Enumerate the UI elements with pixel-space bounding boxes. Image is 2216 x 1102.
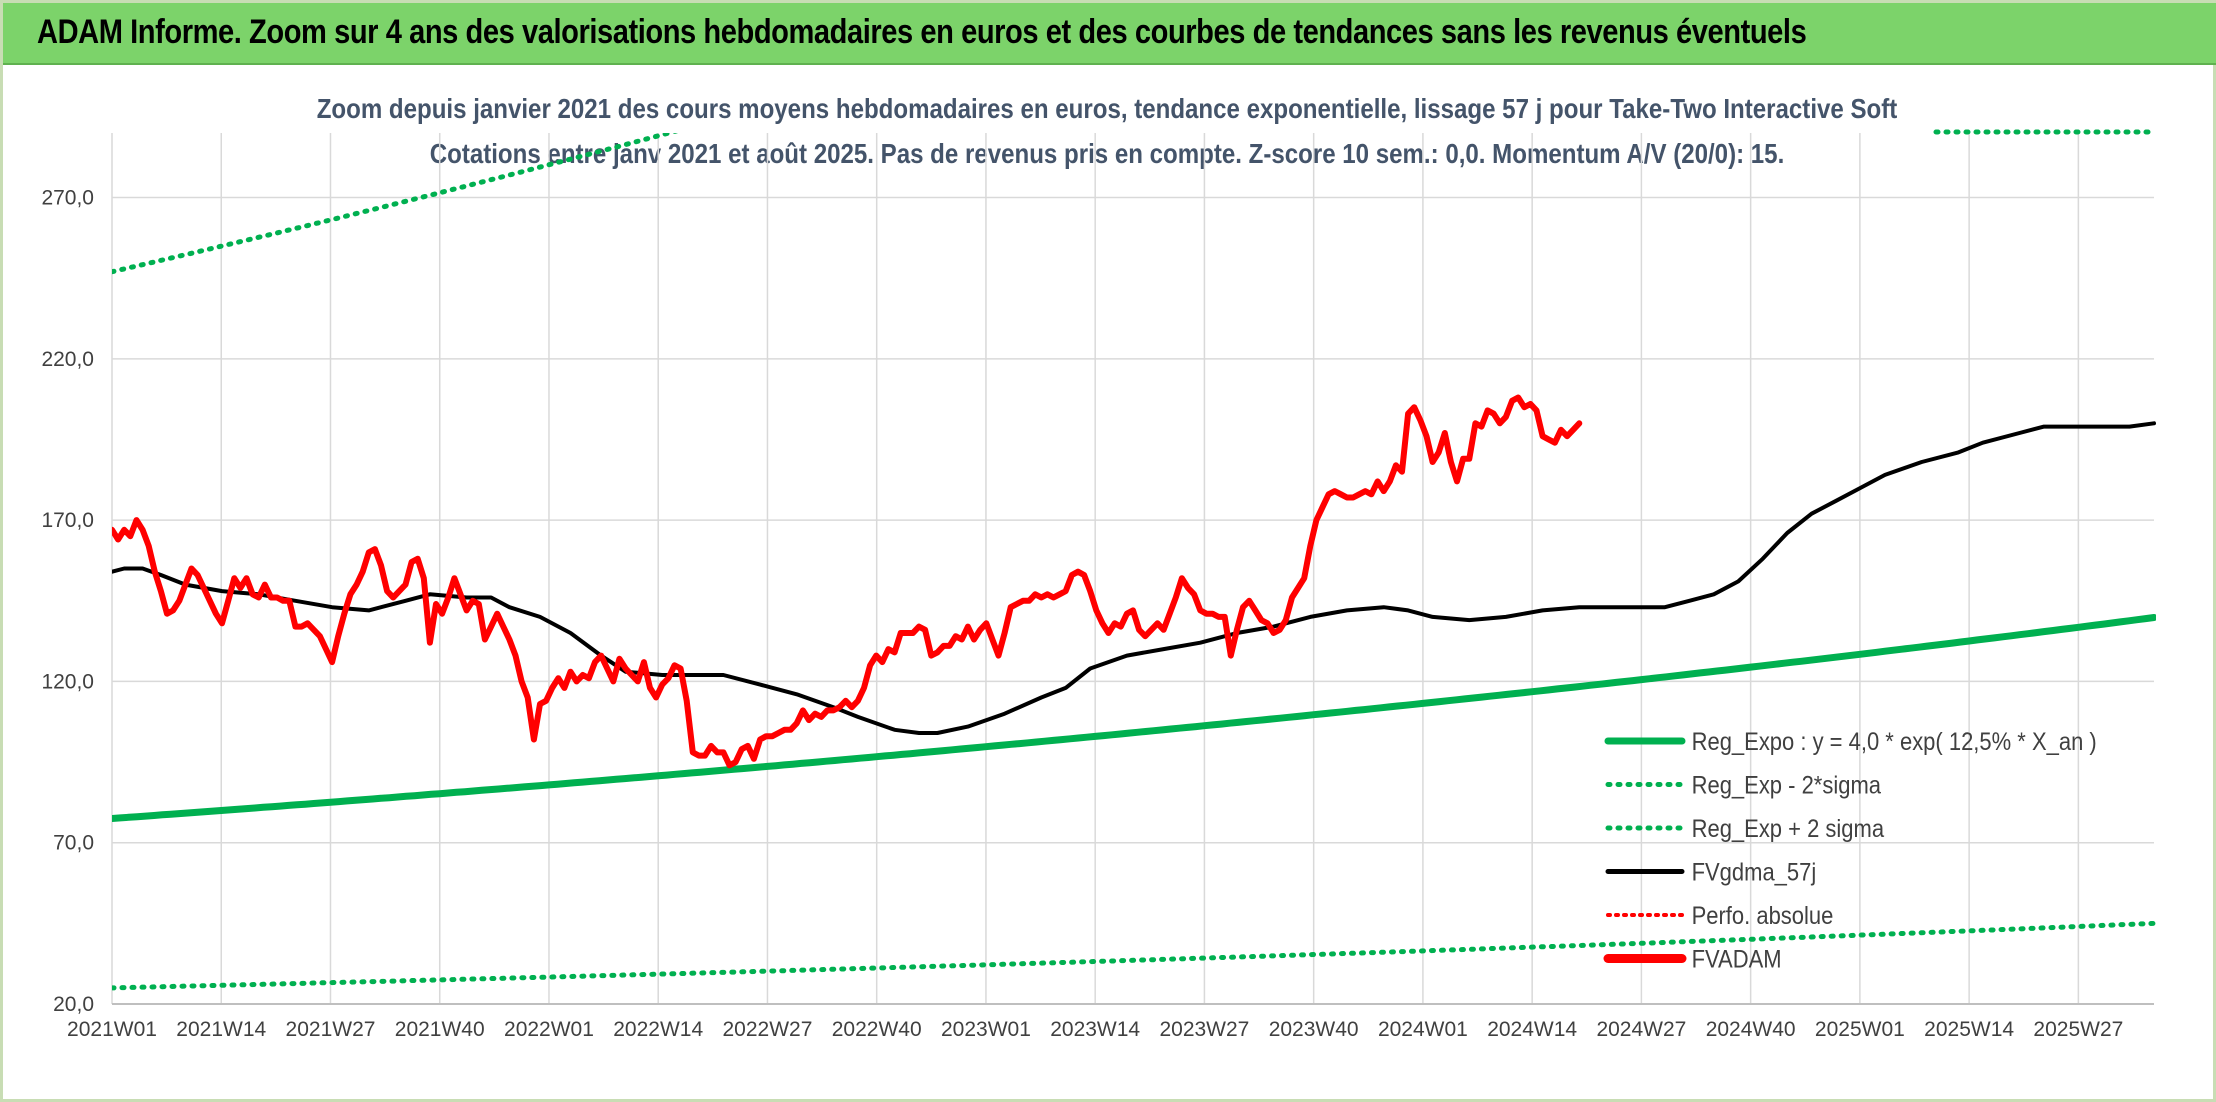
x-tick-label: 2024W27 [1596, 1018, 1686, 1041]
x-tick-label: 2021W01 [67, 1018, 157, 1041]
x-tick-label: 2024W14 [1487, 1018, 1577, 1041]
series-reg-exp-plus-2sigma [112, 133, 679, 275]
report-banner: ADAM Informe. Zoom sur 4 ans des valoris… [3, 3, 2216, 65]
x-tick-label: 2023W27 [1159, 1018, 1249, 1041]
chart-legend: Reg_Expo : y = 4,0 * exp( 12,5% * X_an )… [1603, 728, 2097, 973]
chart-axes: 20,0 70,0 120,0 170,0 220,0 270,0 2021W01 2021W… [41, 187, 2154, 1041]
chart-subtitle: Cotations entre janv 2021 et août 2025. … [430, 137, 1785, 169]
x-tick-label: 2022W14 [613, 1018, 703, 1041]
report-title: ADAM Informe. Zoom sur 4 ans des valoris… [37, 13, 1807, 51]
series-fvadam [112, 394, 1583, 769]
x-tick-label: 2023W40 [1269, 1018, 1359, 1041]
y-tick-label: 270,0 [41, 187, 94, 210]
legend-label: Reg_Expo : y = 4,0 * exp( 12,5% * X_an ) [1692, 728, 2097, 756]
x-tick-label: 2025W01 [1815, 1018, 1905, 1041]
legend-label: FVgdma_57j [1692, 858, 1817, 886]
y-tick-label: 70,0 [53, 832, 94, 855]
x-tick-label: 2022W01 [504, 1018, 594, 1041]
legend-label: FVADAM [1692, 945, 1782, 973]
series-fvgdma-57j [112, 421, 2156, 735]
y-tick-label: 20,0 [53, 993, 94, 1016]
x-tick-label: 2025W27 [2033, 1018, 2123, 1041]
x-tick-label: 2024W01 [1378, 1018, 1468, 1041]
x-tick-label: 2024W40 [1706, 1018, 1796, 1041]
series-reg-expo [112, 614, 2156, 822]
x-tick-label: 2022W40 [832, 1018, 922, 1041]
chart-title: Zoom depuis janvier 2021 des cours moyen… [317, 92, 1898, 124]
x-tick-label: 2021W14 [176, 1018, 266, 1041]
chart-series [112, 133, 2156, 991]
series-reg-exp-minus-2sigma [112, 920, 2156, 991]
x-tick-label: 2023W14 [1050, 1018, 1140, 1041]
legend-label: Perfo. absolue [1692, 902, 1834, 930]
y-tick-label: 170,0 [41, 509, 94, 532]
x-tick-label: 2025W14 [1924, 1018, 2014, 1041]
legend-label: Reg_Exp + 2 sigma [1692, 815, 1885, 843]
y-tick-label: 120,0 [41, 670, 94, 693]
legend-label: Reg_Exp - 2*sigma [1692, 771, 1882, 799]
x-tick-label: 2021W40 [395, 1018, 485, 1041]
y-tick-label: 220,0 [41, 348, 94, 371]
x-tick-label: 2022W27 [723, 1018, 813, 1041]
x-tick-label: 2023W01 [941, 1018, 1031, 1041]
x-tick-label: 2021W27 [286, 1018, 376, 1041]
